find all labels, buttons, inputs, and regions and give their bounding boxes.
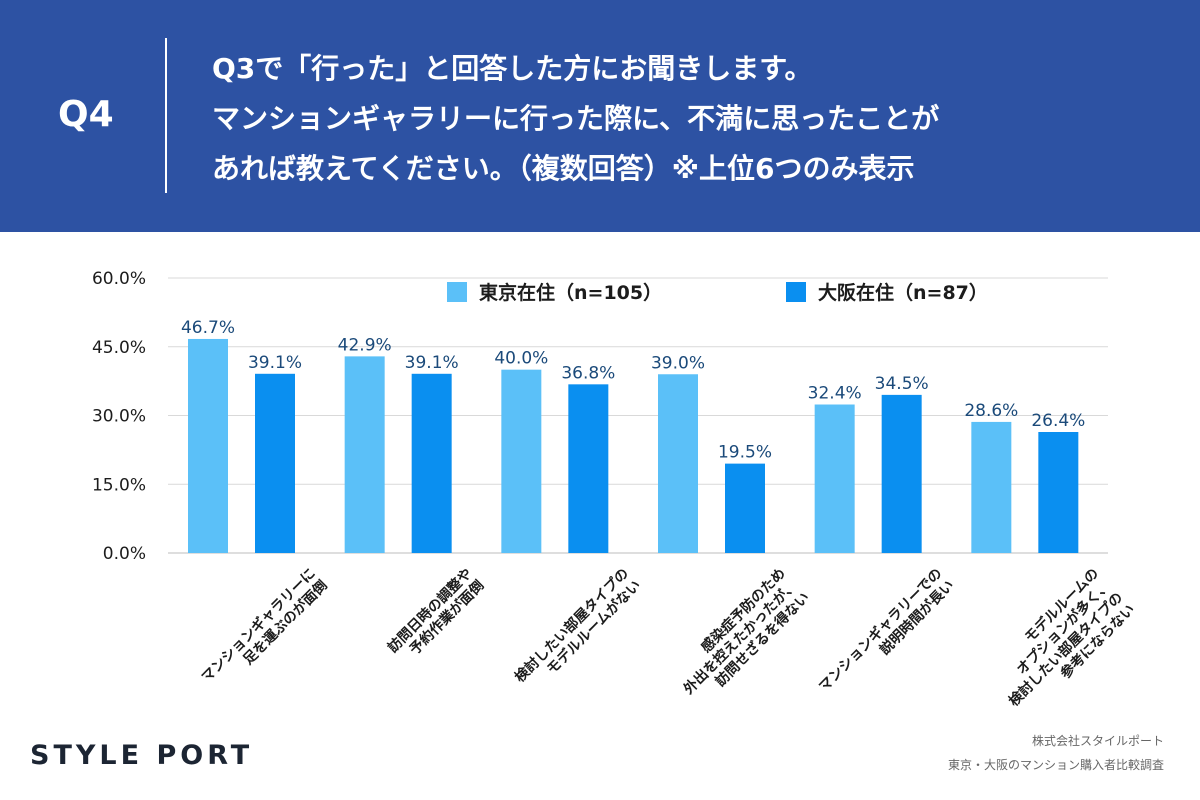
data-label: 40.0% <box>494 349 548 369</box>
data-label: 26.4% <box>1031 411 1085 431</box>
data-label: 39.1% <box>405 353 459 373</box>
bar <box>814 404 855 553</box>
data-label: 36.8% <box>561 363 615 383</box>
data-label: 42.9% <box>338 335 392 355</box>
question-number: Q4 <box>58 94 114 135</box>
bar <box>725 463 765 553</box>
data-label: 19.5% <box>718 443 772 463</box>
y-tick-label: 0.0% <box>103 544 146 564</box>
bar-chart: 0.0% 15.0% 30.0% 45.0% 60.0% 46.7% 39.1% マンションギ… <box>92 269 1138 710</box>
brand-logo: STYLE PORT <box>30 740 254 771</box>
y-tick-label: 30.0% <box>92 407 146 427</box>
data-label: 39.1% <box>248 353 302 373</box>
bar <box>658 374 698 553</box>
data-label: 39.0% <box>651 353 705 373</box>
category-label-line: マンションギャラリーに <box>198 565 319 686</box>
legend-swatch <box>447 282 467 302</box>
data-label: 32.4% <box>808 384 862 404</box>
data-label: 28.6% <box>964 401 1018 421</box>
question-line: Q3で「行った」と回答した方にお聞きします。 <box>212 52 813 85</box>
bar <box>1038 432 1079 553</box>
y-tick-label: 60.0% <box>92 269 146 289</box>
header-divider <box>165 38 167 193</box>
category-label-line: 検討したい部屋タイプの <box>511 565 632 686</box>
chart-panel: 0.0% 15.0% 30.0% 45.0% 60.0% 46.7% 39.1% マンションギ… <box>0 232 1200 800</box>
question-line: あれば教えてください。（複数回答）※上位6つのみ表示 <box>212 152 915 185</box>
bar <box>344 356 385 553</box>
legend-label: 大阪在住（n=87） <box>818 281 988 304</box>
bar <box>188 338 228 553</box>
bar <box>568 384 609 553</box>
bar <box>881 394 922 553</box>
header: Q4 Q3で「行った」と回答した方にお聞きします。 マンションギャラリーに行った… <box>0 0 1200 232</box>
legend-label: 東京在住（n=105） <box>479 281 662 304</box>
category-label-line: 外出を控えたかったが、 <box>680 577 801 698</box>
data-label: 34.5% <box>875 374 929 394</box>
y-tick-label: 15.0% <box>92 475 146 495</box>
survey-name: 東京・大阪のマンション購入者比較調査 <box>947 758 1164 772</box>
bar <box>411 373 452 553</box>
data-label: 46.7% <box>181 318 235 338</box>
company-name: 株式会社スタイルポート <box>1031 734 1164 748</box>
question-text: Q3で「行った」と回答した方にお聞きします。 マンションギャラリーに行った際に、… <box>212 44 1172 194</box>
question-line: マンションギャラリーに行った際に、不満に思ったことが <box>212 102 940 135</box>
category-label-line: マンションギャラリーでの <box>815 565 945 695</box>
bar <box>501 369 542 553</box>
y-tick-label: 45.0% <box>92 338 146 358</box>
legend-swatch <box>786 282 806 302</box>
bar <box>255 373 295 553</box>
bar <box>971 421 1012 553</box>
